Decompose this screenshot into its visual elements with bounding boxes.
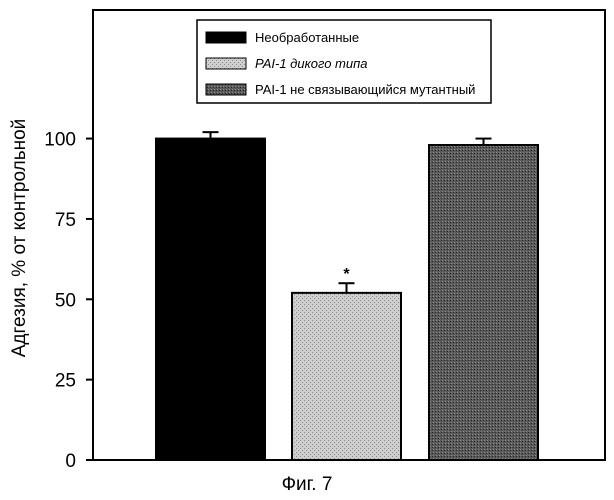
bar-2 [292,293,401,460]
legend-swatch-2 [206,58,246,69]
y-tick-label: 25 [55,371,76,392]
y-axis-ticks: 0 25 50 75 100 [44,130,93,472]
y-tick-label: 50 [55,290,76,311]
bar-3 [429,145,538,460]
legend: Необработанные PAI-1 дикого типа PAI-1 не … [197,20,491,103]
y-tick-label: 100 [44,130,76,151]
figure-caption: Фиг. 7 [0,474,614,496]
legend-label-3: PAI-1 не связывающийся мутантный [255,82,475,97]
legend-label-2: PAI-1 дикого типа [255,56,368,71]
y-tick-label: 75 [55,210,76,231]
legend-label-1: Необработанные [255,30,359,45]
legend-swatch-1 [206,32,246,43]
legend-swatch-3 [206,84,246,95]
y-axis-label: Адгезия, % от контрольной [9,119,30,358]
chart: Адгезия, % от контрольной 0 25 50 75 100 * Н… [0,0,614,500]
bar-1 [156,139,265,460]
significance-marker: * [343,266,350,283]
y-tick-label: 0 [65,451,76,472]
